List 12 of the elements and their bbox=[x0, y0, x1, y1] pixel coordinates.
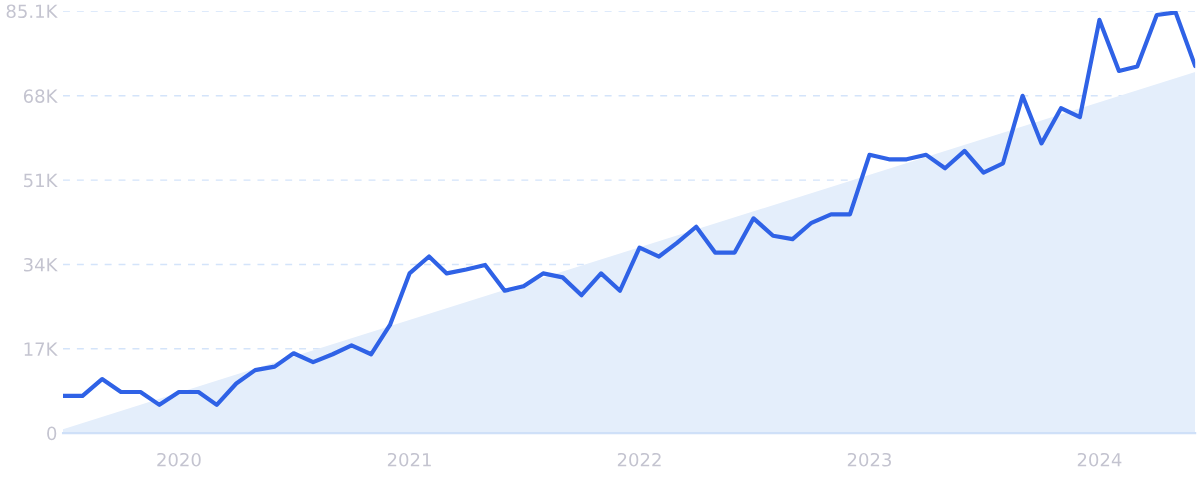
y-tick-label: 0 bbox=[47, 426, 57, 441]
y-tick-label: 34K bbox=[24, 257, 58, 272]
x-tick-label: 2021 bbox=[387, 452, 431, 467]
y-tick-label: 17K bbox=[24, 342, 58, 356]
y-tick-label: 85.1K bbox=[6, 4, 58, 19]
line-series bbox=[63, 10, 1196, 407]
x-tick-label: 2024 bbox=[1077, 452, 1122, 467]
x-tick-label: 2023 bbox=[847, 452, 891, 467]
y-tick-label: 51K bbox=[24, 173, 58, 188]
x-tick-label: 2022 bbox=[617, 452, 661, 467]
x-tick-label: 2020 bbox=[157, 452, 201, 467]
y-tick-label: 68K bbox=[23, 89, 58, 103]
